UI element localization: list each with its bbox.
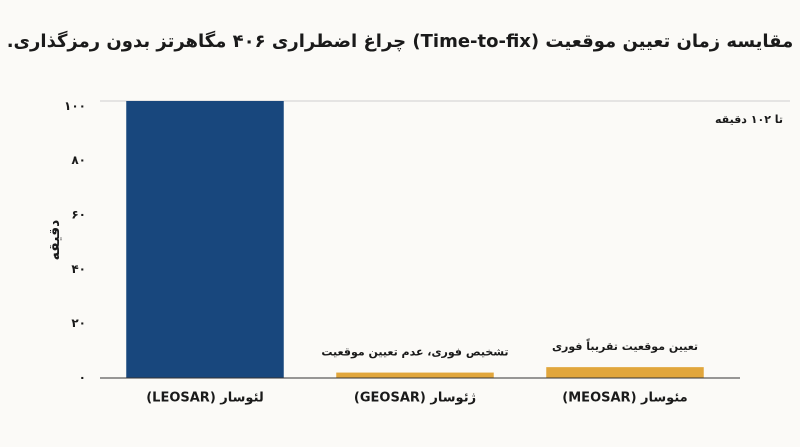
x-tick-label: لئوسار (LEOSAR): [146, 391, 264, 406]
chart-title: مقایسه زمان تعیین موقعیت (Time-to-fix) چ…: [7, 30, 794, 52]
x-tick-label: ژئوسار (GEOSAR): [354, 391, 476, 406]
bar: [546, 367, 704, 378]
y-tick-label: ۸۰: [71, 153, 86, 167]
y-tick-label: ۲۰: [71, 316, 86, 330]
bar: [336, 372, 494, 378]
y-tick-label: ۱۰۰: [64, 99, 86, 113]
x-tick-label: مئوسار (MEOSAR): [562, 391, 687, 406]
y-tick-label: ۶۰: [71, 208, 86, 222]
note: تا ۱۰۲ دقیقه: [715, 113, 783, 126]
bar: [126, 101, 284, 378]
y-tick-label: ۰: [79, 371, 86, 385]
bar-annotation: تعیین موقعیت تقریباً فوری: [552, 338, 698, 353]
y-axis-label: دقیقه: [47, 220, 63, 261]
bar-annotation: تشخیص فوری، عدم تعیین موقعیت: [321, 346, 508, 359]
y-tick-label: ۴۰: [71, 262, 86, 276]
